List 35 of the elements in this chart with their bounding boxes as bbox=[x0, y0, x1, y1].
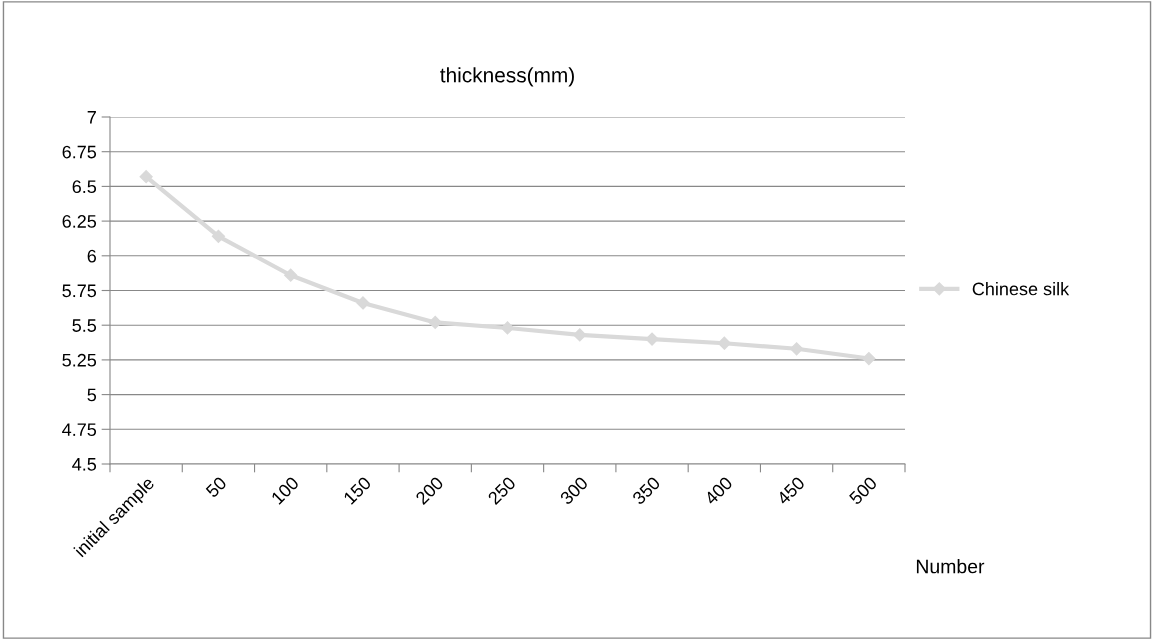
x-tick-label: 350 bbox=[631, 475, 661, 506]
y-tick-label: 6.25 bbox=[62, 215, 97, 228]
x-tick-label: 450 bbox=[775, 475, 806, 506]
point bbox=[500, 321, 515, 335]
y-tick-label: 5 bbox=[87, 388, 97, 402]
y-tick-label: 5.75 bbox=[62, 284, 97, 298]
x-tick-label: 150 bbox=[342, 475, 372, 505]
y-tick-label: 5.5 bbox=[72, 319, 97, 332]
point bbox=[356, 296, 370, 310]
y-tick-label: 6 bbox=[87, 249, 97, 263]
point bbox=[645, 332, 659, 346]
x-tick-label: 100 bbox=[270, 475, 300, 505]
y-tick-label: 6.75 bbox=[62, 145, 97, 159]
x-tick-label: 200 bbox=[414, 475, 445, 506]
x-tick-label: 300 bbox=[559, 475, 589, 506]
y-tick-label: 4.75 bbox=[62, 423, 97, 437]
y-tick-label: 7 bbox=[87, 111, 96, 124]
legend-label: Chinese silk bbox=[972, 282, 1070, 296]
point bbox=[862, 351, 876, 366]
x-tick-label: 250 bbox=[487, 475, 517, 506]
x-tick-label: 400 bbox=[703, 475, 734, 506]
point bbox=[717, 336, 731, 350]
x-tick-label: 500 bbox=[848, 475, 878, 506]
point bbox=[573, 328, 587, 342]
x-axis-title: Number bbox=[916, 559, 985, 574]
y-tick-label: 4.5 bbox=[72, 458, 97, 471]
point bbox=[428, 315, 442, 330]
point bbox=[139, 170, 153, 184]
point bbox=[211, 229, 225, 243]
y-tick-label: 5.25 bbox=[62, 353, 97, 367]
chart-title: thickness(mm) bbox=[440, 67, 574, 87]
y-tick-label: 6.5 bbox=[72, 180, 97, 194]
point bbox=[284, 268, 298, 282]
point bbox=[790, 342, 804, 356]
x-tick-label: 50 bbox=[205, 475, 228, 499]
